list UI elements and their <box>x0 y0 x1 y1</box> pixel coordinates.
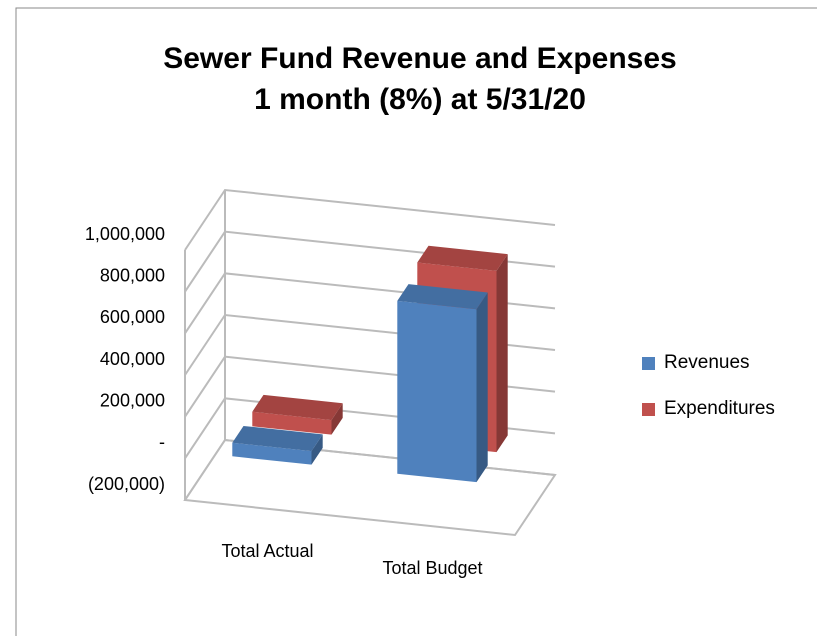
bar-top <box>397 284 488 310</box>
bar-side <box>331 403 343 435</box>
bar-top <box>417 245 508 271</box>
grid-line <box>184 188 556 251</box>
legend-item: Revenues <box>642 352 750 374</box>
legend-swatch <box>642 402 655 416</box>
x-tick-label: Total Actual <box>221 540 314 561</box>
y-tick-label: 800,000 <box>100 265 165 285</box>
bar-front <box>397 300 477 483</box>
legend-label: Expenditures <box>664 398 775 419</box>
bar-side <box>496 254 508 453</box>
legend-label: Revenues <box>664 352 750 373</box>
x-tick-label: Total Budget <box>382 558 483 579</box>
y-tick-label: 1,000,000 <box>85 224 165 244</box>
y-tick-label: 400,000 <box>100 349 165 369</box>
y-tick-label: 600,000 <box>100 307 165 327</box>
chart-title: Sewer Fund Revenue and Expenses <box>163 42 677 75</box>
plot: (200,000) - 200,000 400,000 600,000 800,000 1,… <box>85 188 557 537</box>
legend-item: Expenditures <box>642 398 775 420</box>
bar-side <box>311 434 323 465</box>
bar <box>252 394 343 435</box>
y-tick-label: (200,000) <box>88 474 165 494</box>
y-tick-label: 200,000 <box>100 390 165 410</box>
bar-side <box>476 292 488 483</box>
frame <box>15 7 817 636</box>
legend-swatch <box>642 356 655 370</box>
bar-top <box>252 394 343 421</box>
bar-front <box>252 411 332 435</box>
chart-subtitle: 1 month (8%) at 5/31/20 <box>254 83 586 116</box>
bar-top <box>232 425 323 452</box>
bar-front <box>232 442 312 465</box>
bar <box>397 284 488 483</box>
bar <box>232 425 323 465</box>
y-tick-label: - <box>159 432 165 452</box>
